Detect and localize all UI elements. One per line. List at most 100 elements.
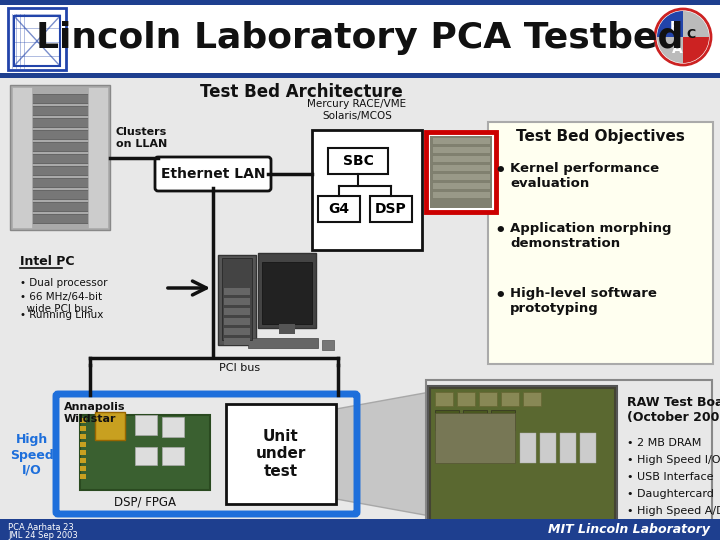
- Bar: [14, 16, 60, 66]
- Text: •: •: [494, 287, 506, 305]
- Text: Intel PC: Intel PC: [20, 255, 74, 268]
- Bar: [224, 288, 250, 295]
- Text: Application morphing
demonstration: Application morphing demonstration: [510, 222, 672, 250]
- Text: Ethernet LAN: Ethernet LAN: [161, 167, 265, 181]
- Text: Lincoln Laboratory PCA Testbed: Lincoln Laboratory PCA Testbed: [36, 21, 684, 55]
- Bar: [435, 410, 459, 430]
- FancyBboxPatch shape: [155, 157, 271, 191]
- Bar: [14, 130, 106, 139]
- Bar: [560, 433, 576, 463]
- Text: •: •: [494, 222, 506, 240]
- Text: DSP: DSP: [375, 202, 407, 216]
- Bar: [14, 178, 106, 187]
- Bar: [135, 415, 157, 435]
- Bar: [432, 155, 490, 162]
- Bar: [428, 386, 617, 528]
- Wedge shape: [683, 11, 709, 37]
- Bar: [88, 87, 108, 228]
- Bar: [432, 146, 490, 153]
- Bar: [80, 458, 86, 463]
- Text: PCI bus: PCI bus: [219, 363, 260, 373]
- Bar: [80, 474, 86, 479]
- Bar: [162, 417, 184, 437]
- Text: Mercury RACE/VME
Solaris/MCOS: Mercury RACE/VME Solaris/MCOS: [307, 99, 407, 121]
- Bar: [80, 434, 86, 439]
- Bar: [328, 148, 388, 174]
- Text: Test Bed Objectives: Test Bed Objectives: [516, 129, 685, 144]
- Bar: [248, 338, 318, 348]
- Bar: [10, 85, 110, 230]
- Bar: [224, 328, 250, 335]
- Text: • High Speed I/O: • High Speed I/O: [627, 455, 720, 465]
- Bar: [479, 392, 497, 406]
- Text: G4: G4: [328, 202, 350, 216]
- Bar: [224, 298, 250, 305]
- Bar: [224, 338, 250, 345]
- Text: • High Speed A/D: • High Speed A/D: [627, 506, 720, 516]
- Bar: [435, 392, 453, 406]
- Bar: [520, 433, 536, 463]
- Bar: [432, 182, 490, 189]
- Bar: [80, 442, 86, 447]
- Text: Unit
under
test: Unit under test: [256, 429, 306, 479]
- Bar: [12, 87, 32, 228]
- Bar: [0, 519, 720, 522]
- Bar: [80, 466, 86, 471]
- Text: Annapolis
Wildstar: Annapolis Wildstar: [64, 402, 125, 423]
- Bar: [224, 308, 250, 315]
- Bar: [432, 173, 490, 180]
- Circle shape: [655, 9, 711, 65]
- Bar: [226, 404, 336, 504]
- Bar: [318, 196, 360, 222]
- Bar: [80, 415, 210, 490]
- Text: A: A: [672, 42, 683, 56]
- Bar: [14, 142, 106, 151]
- Bar: [162, 447, 184, 465]
- Bar: [8, 8, 66, 70]
- Text: MIT Lincoln Laboratory: MIT Lincoln Laboratory: [548, 523, 710, 537]
- Bar: [322, 340, 334, 350]
- Bar: [463, 410, 487, 430]
- Bar: [312, 130, 422, 250]
- Bar: [432, 191, 490, 198]
- Text: • 66 MHz/64-bit
  wide PCI bus: • 66 MHz/64-bit wide PCI bus: [20, 292, 102, 314]
- Text: •: •: [494, 162, 506, 180]
- Bar: [430, 388, 615, 526]
- Text: Kernel performance
evaluation: Kernel performance evaluation: [510, 162, 659, 190]
- Bar: [491, 410, 515, 430]
- Text: Test Bed Architecture: Test Bed Architecture: [200, 83, 402, 101]
- Bar: [14, 118, 106, 127]
- Bar: [523, 392, 541, 406]
- Text: SBC: SBC: [343, 154, 374, 168]
- Text: JML 24 Sep 2003: JML 24 Sep 2003: [8, 530, 78, 539]
- Bar: [426, 380, 712, 534]
- Bar: [14, 154, 106, 163]
- Bar: [258, 253, 316, 328]
- Bar: [0, 73, 720, 78]
- Bar: [540, 433, 556, 463]
- Text: High
Speed
I/O: High Speed I/O: [10, 434, 54, 476]
- Bar: [0, 0, 720, 75]
- Text: C: C: [686, 29, 696, 42]
- Bar: [457, 392, 475, 406]
- Bar: [435, 413, 515, 463]
- Wedge shape: [657, 37, 683, 63]
- Bar: [14, 94, 106, 103]
- Text: • 2 MB DRAM: • 2 MB DRAM: [627, 438, 701, 448]
- Bar: [501, 392, 519, 406]
- Text: P: P: [670, 20, 680, 34]
- Text: • USB Interface: • USB Interface: [627, 472, 714, 482]
- Polygon shape: [336, 392, 430, 516]
- Bar: [14, 190, 106, 199]
- Text: PCA Aarhata 23: PCA Aarhata 23: [8, 523, 73, 531]
- Text: High-level software
prototyping: High-level software prototyping: [510, 287, 657, 315]
- Bar: [135, 447, 157, 465]
- Text: DSP/ FPGA: DSP/ FPGA: [114, 496, 176, 509]
- Bar: [14, 202, 106, 211]
- Bar: [14, 166, 106, 175]
- Bar: [0, 0, 720, 5]
- Bar: [0, 78, 720, 520]
- Text: • Daughtercard: • Daughtercard: [627, 489, 714, 499]
- Bar: [222, 258, 252, 340]
- Bar: [95, 412, 125, 440]
